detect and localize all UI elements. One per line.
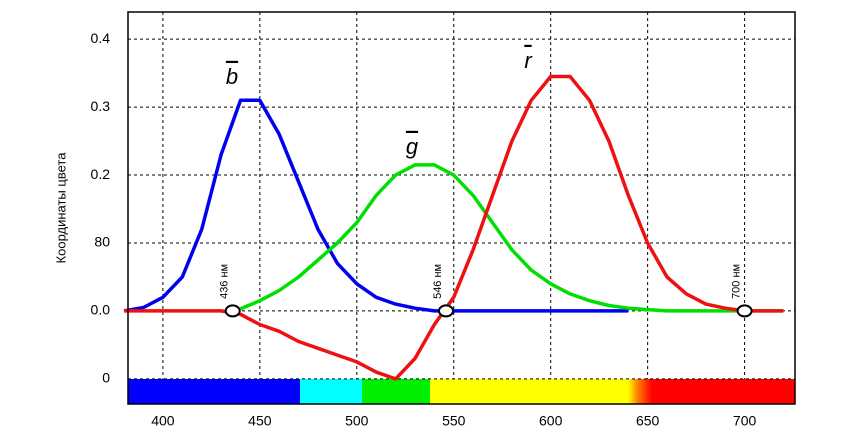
series-line [123, 98, 629, 313]
y-tick-label: 80 [94, 234, 110, 250]
marker-label: 546 нм [432, 264, 444, 299]
x-tick-label: 500 [345, 413, 369, 429]
marker-point [736, 304, 753, 318]
plot [123, 74, 784, 381]
y-tick-label: 0 [102, 370, 110, 386]
series-label: b [226, 64, 238, 89]
y-tick-label: 0.2 [91, 166, 111, 182]
x-tick-label: 650 [636, 413, 660, 429]
x-tick-label: 600 [539, 413, 563, 429]
y-tick-label: 0.0 [91, 302, 111, 318]
y-tick-label: 0.4 [91, 30, 111, 46]
marker-point [224, 304, 241, 318]
marker-point [437, 304, 454, 318]
series-line [239, 163, 784, 313]
x-tick-label: 450 [248, 413, 272, 429]
x-tick-label: 550 [442, 413, 466, 429]
x-tick-label: 400 [151, 413, 175, 429]
grid [128, 12, 795, 380]
series-label: r [524, 48, 533, 73]
y-axis-label: Координаты цвета [53, 152, 68, 264]
marker-label: 700 нм [730, 264, 742, 299]
plot-frame [127, 11, 796, 405]
y-tick-label: 0.3 [91, 98, 111, 114]
series-label: g [406, 134, 419, 159]
x-tick-label: 700 [733, 413, 757, 429]
spectrum-bar [128, 379, 795, 404]
marker-label: 436 нм [219, 264, 231, 299]
